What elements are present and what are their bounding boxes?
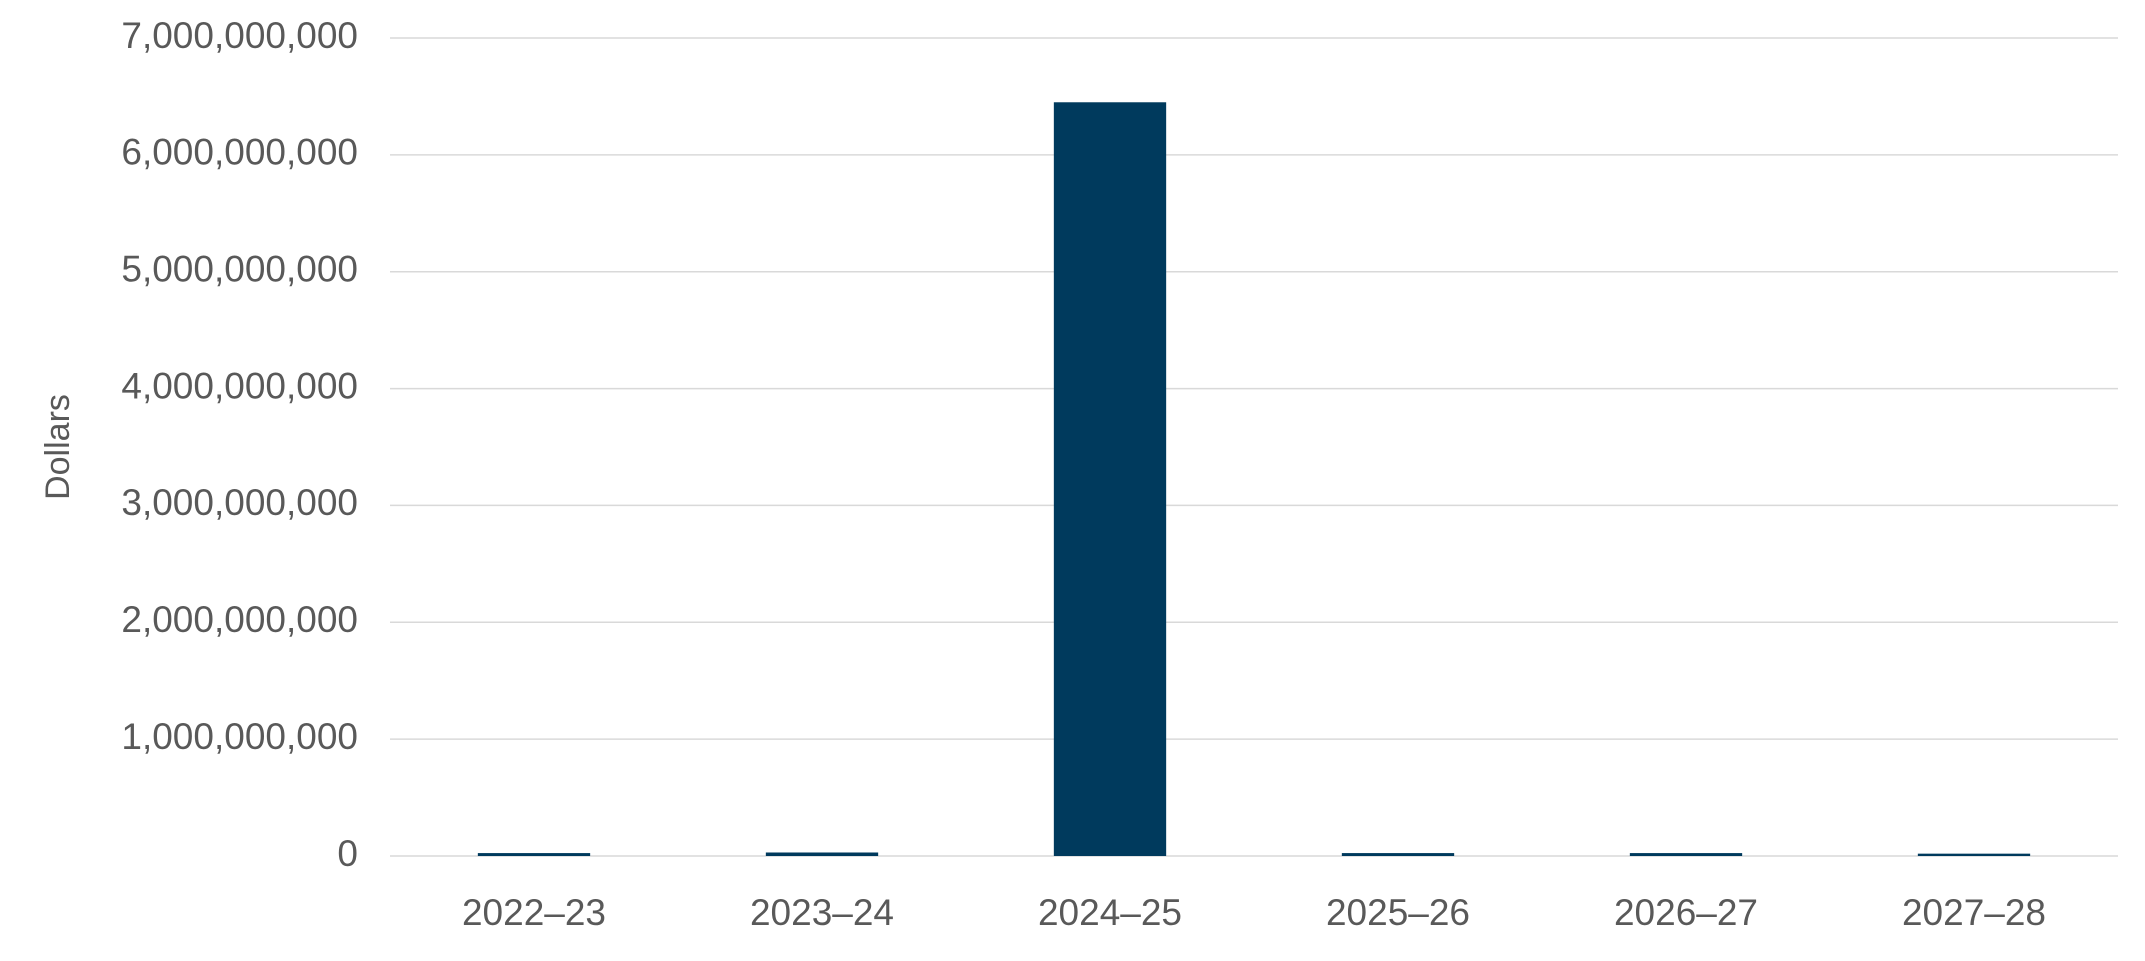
bar [1341, 853, 1455, 856]
x-tick-label: 2023–24 [750, 892, 894, 933]
bar [477, 853, 591, 856]
bar [765, 852, 879, 856]
y-axis-label: Dollars [39, 394, 77, 500]
y-tick-label: 1,000,000,000 [121, 716, 358, 757]
y-tick-label: 6,000,000,000 [121, 132, 358, 173]
bar [1629, 853, 1743, 856]
x-tick-label: 2027–28 [1902, 892, 2046, 933]
bar [1917, 853, 2031, 856]
x-tick-label: 2025–26 [1326, 892, 1470, 933]
y-tick-label: 4,000,000,000 [121, 365, 358, 406]
y-tick-label: 0 [337, 833, 358, 874]
x-tick-label: 2022–23 [462, 892, 606, 933]
y-tick-label: 5,000,000,000 [121, 248, 358, 289]
x-tick-label: 2024–25 [1038, 892, 1182, 933]
y-tick-label: 3,000,000,000 [121, 482, 358, 523]
y-tick-label: 2,000,000,000 [121, 599, 358, 640]
y-tick-label: 7,000,000,000 [121, 15, 358, 56]
x-tick-label: 2026–27 [1614, 892, 1758, 933]
bar [1053, 102, 1167, 857]
